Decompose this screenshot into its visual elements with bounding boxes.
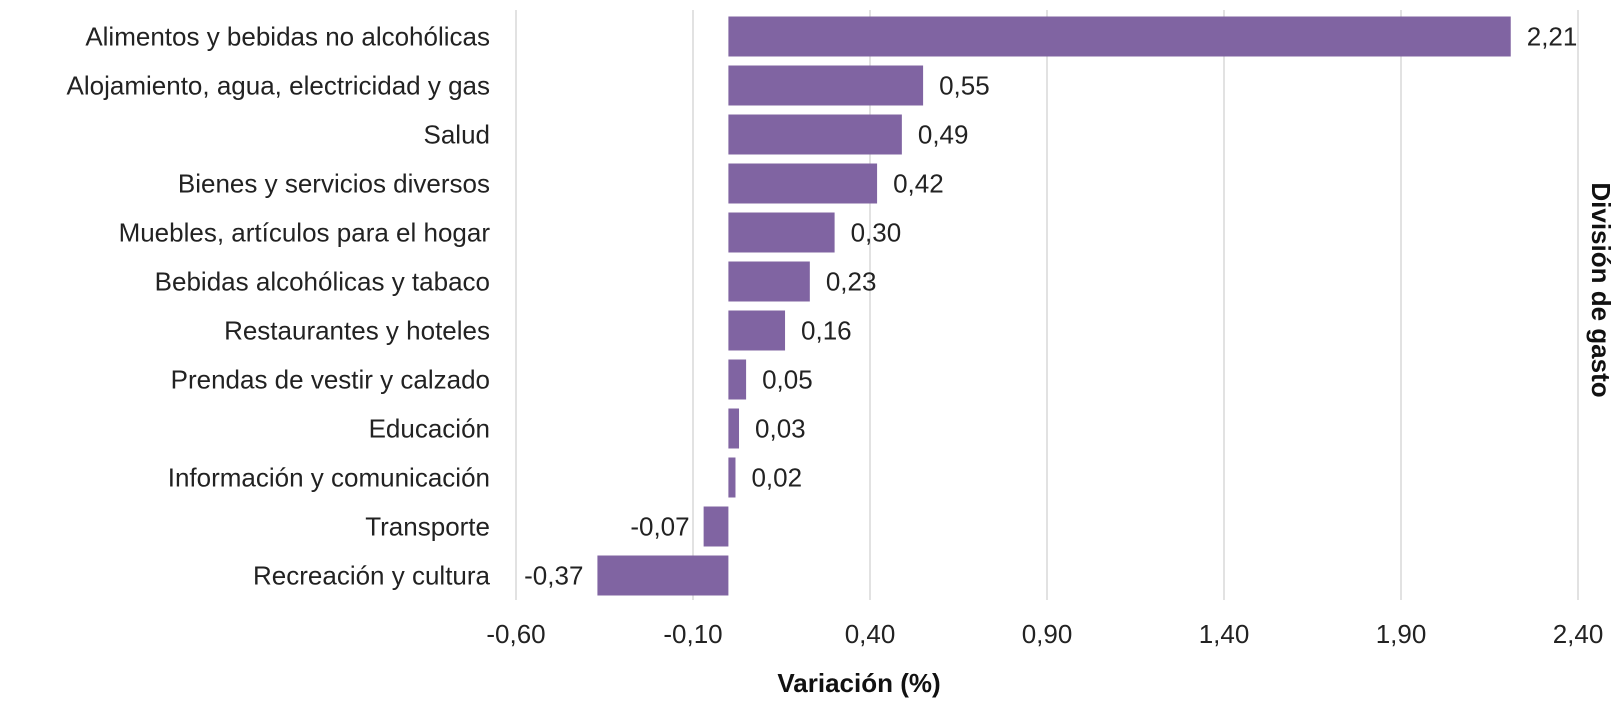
bar <box>728 408 740 449</box>
bar <box>728 457 736 498</box>
x-axis-title: Variación (%) <box>777 668 940 698</box>
data-label: -0,37 <box>524 561 583 591</box>
x-tick-label: 2,40 <box>1553 619 1604 649</box>
bar <box>728 261 810 302</box>
data-label: 0,42 <box>893 169 944 199</box>
bar <box>597 555 729 596</box>
bar <box>703 506 729 547</box>
data-labels: 2,21 0,55 0,49 0,42 0,30 0,23 0,16 0,05 0,03 0,02… <box>524 22 1577 591</box>
category-label: Alojamiento, agua, electricidad y gas <box>67 71 490 101</box>
x-tick-label: -0,60 <box>486 619 545 649</box>
category-label: Prendas de vestir y calzado <box>171 365 490 395</box>
x-tick-label: 0,90 <box>1022 619 1073 649</box>
category-label: Bienes y servicios diversos <box>178 169 490 199</box>
x-tick-label: 0,40 <box>845 619 896 649</box>
bar <box>728 163 878 204</box>
category-labels: Alimentos y bebidas no alcohólicas Alojam… <box>67 22 491 591</box>
data-label: 0,30 <box>851 218 902 248</box>
data-label: 0,23 <box>826 267 877 297</box>
bars <box>597 16 1511 596</box>
category-label: Información y comunicación <box>168 463 490 493</box>
category-label: Alimentos y bebidas no alcohólicas <box>85 22 490 52</box>
category-label: Salud <box>424 120 491 150</box>
y-axis-title: División de gasto <box>1586 182 1616 397</box>
x-tick-labels: -0,60 -0,10 0,40 0,90 1,40 1,90 2,40 <box>486 619 1603 649</box>
bar <box>728 65 924 106</box>
data-label: -0,07 <box>630 512 689 542</box>
bar <box>728 359 747 400</box>
bar <box>728 212 835 253</box>
category-label: Recreación y cultura <box>253 561 491 591</box>
x-tick-label: -0,10 <box>663 619 722 649</box>
bar <box>728 16 1511 57</box>
data-label: 0,55 <box>939 71 990 101</box>
category-label: Educación <box>369 414 490 444</box>
gridlines <box>515 10 1579 600</box>
category-label: Muebles, artículos para el hogar <box>119 218 491 248</box>
data-label: 0,16 <box>801 316 852 346</box>
data-label: 0,05 <box>762 365 813 395</box>
data-label: 0,02 <box>751 463 802 493</box>
data-label: 0,03 <box>755 414 806 444</box>
category-label: Transporte <box>365 512 490 542</box>
data-label: 0,49 <box>918 120 969 150</box>
x-tick-label: 1,90 <box>1376 619 1427 649</box>
data-label: 2,21 <box>1527 22 1578 52</box>
x-tick-label: 1,40 <box>1199 619 1250 649</box>
bar <box>728 114 902 155</box>
bar <box>728 310 786 351</box>
category-label: Bebidas alcohólicas y tabaco <box>155 267 490 297</box>
category-label: Restaurantes y hoteles <box>224 316 490 346</box>
